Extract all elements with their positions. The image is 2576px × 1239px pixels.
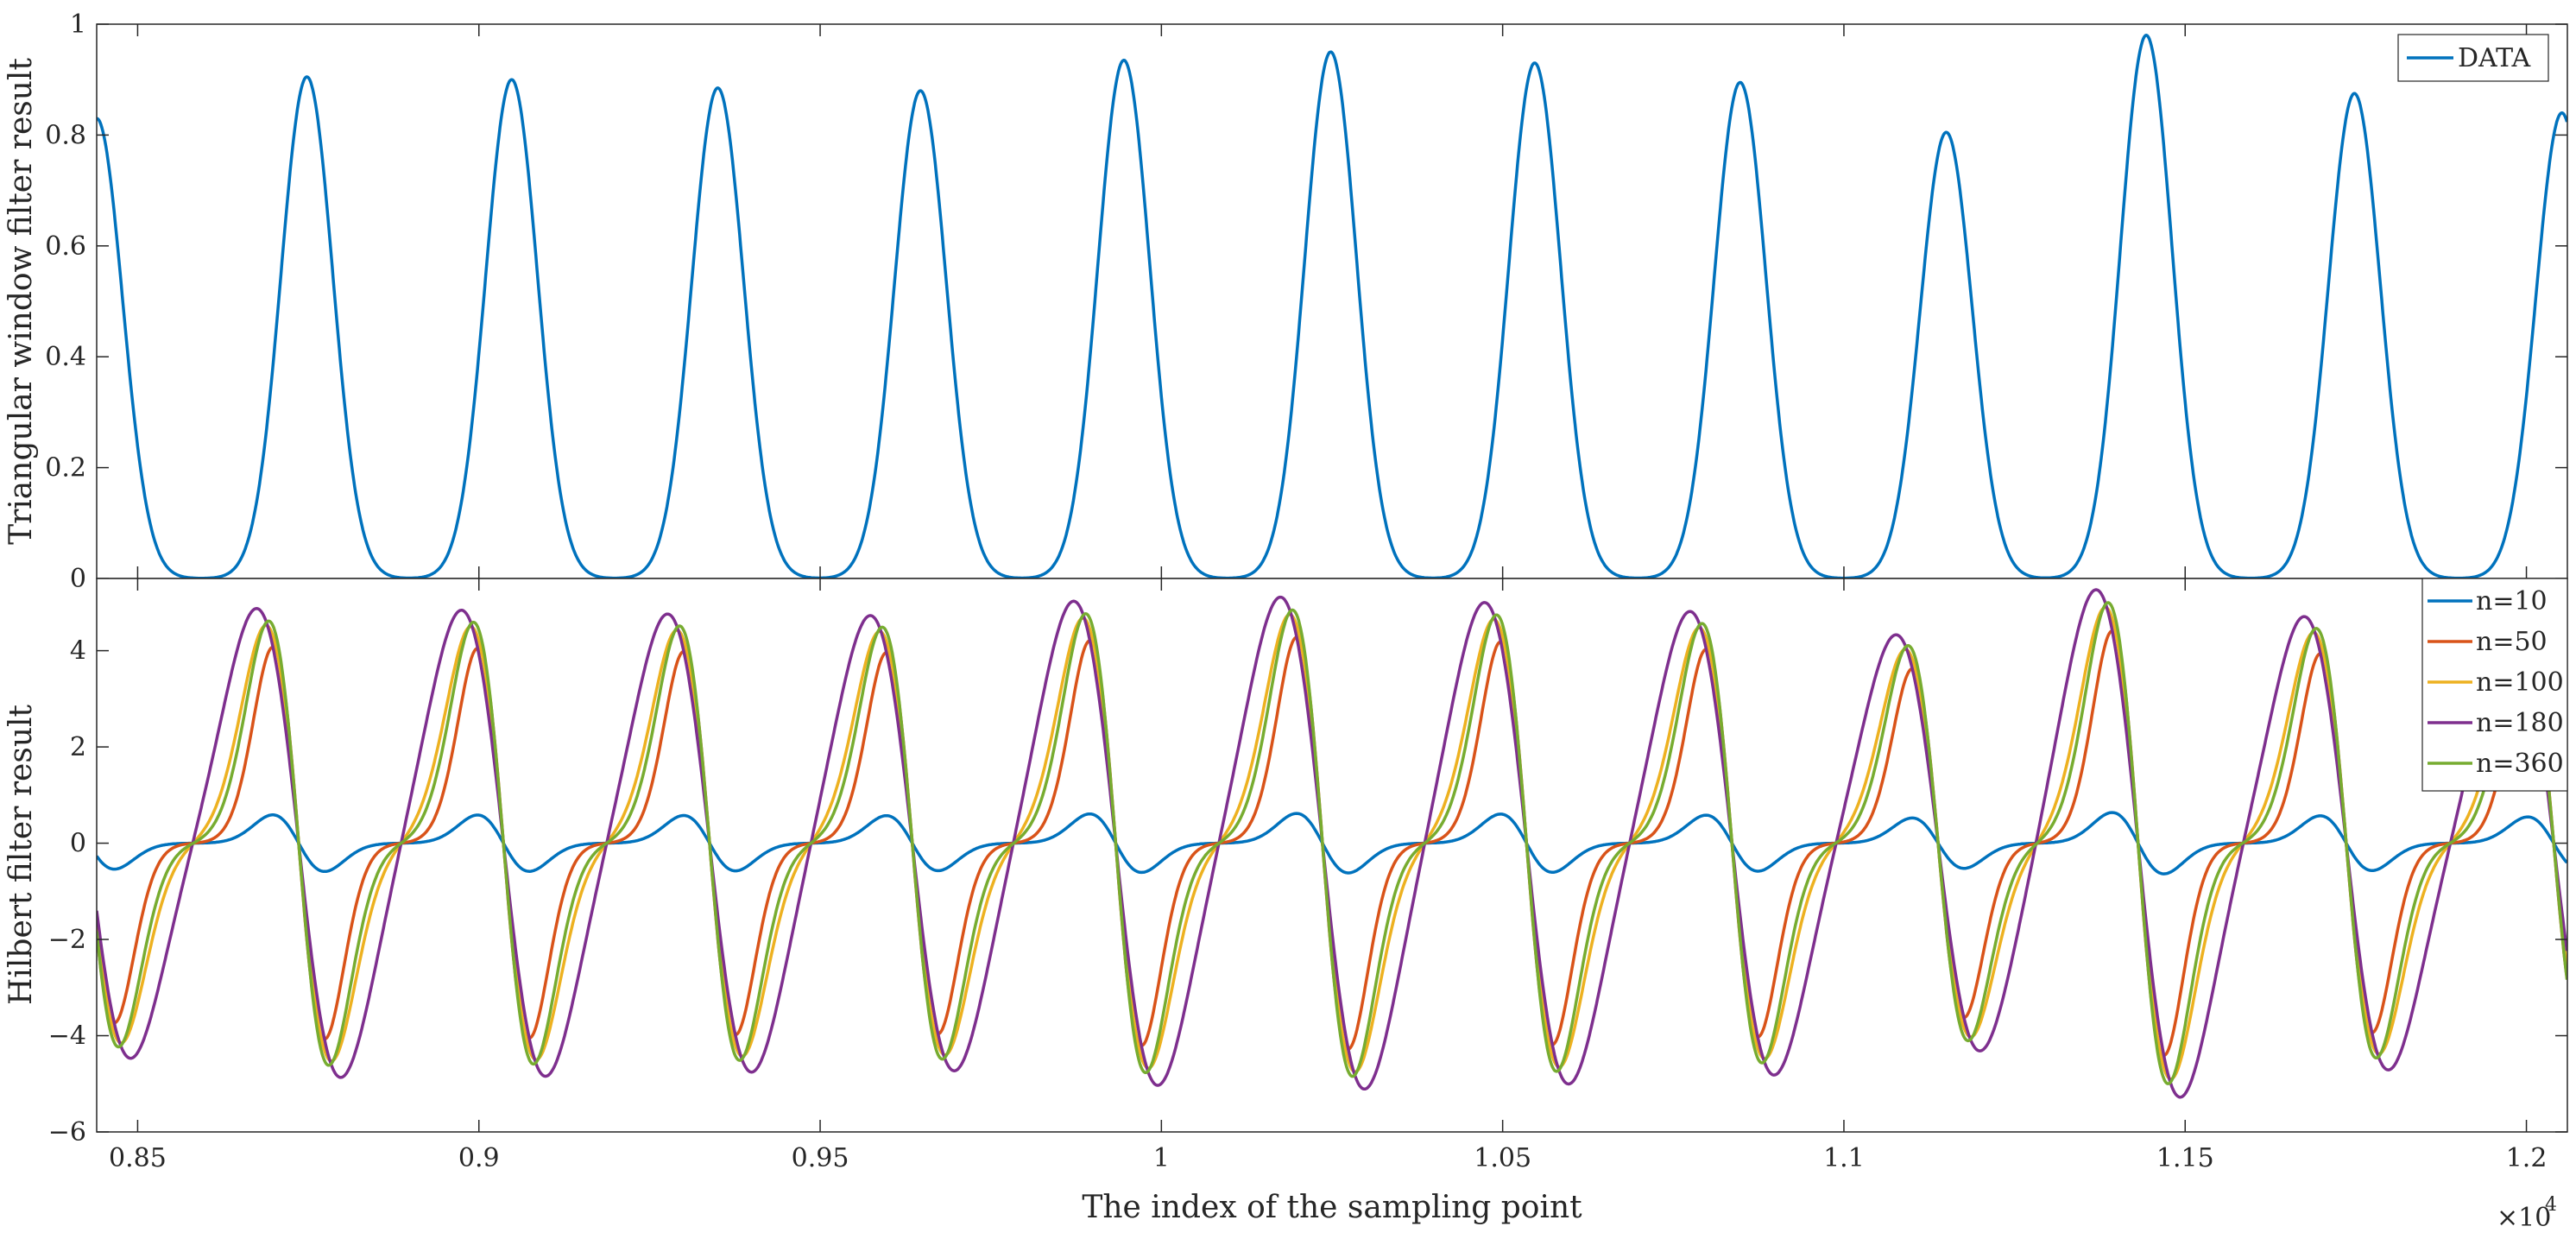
top-lines — [97, 34, 2567, 578]
bottom-chart: −6 −4 −2 0 2 4 0.85 0.9 0.95 1 1.05 1.1 1.15 1.2 Hilb… — [3, 578, 2568, 1233]
bottom-ytick-label: −2 — [48, 925, 86, 955]
top-ytick-label: 0.2 — [45, 453, 86, 484]
bottom-ylabel: Hilbert filter result — [3, 704, 39, 1005]
top-ytick-label: 0.6 — [45, 231, 86, 262]
bottom-legend-box — [2421, 578, 2568, 792]
top-ylabel: Triangular window filter result — [3, 58, 39, 545]
top-chart: 0 0.2 0.4 0.6 0.8 1 Triangular window filter … — [3, 9, 2568, 594]
top-ytick-label: 0 — [70, 564, 86, 594]
bottom-xtick-label: 1.2 — [2506, 1143, 2548, 1173]
x-multiplier-exponent: 4 — [2545, 1194, 2557, 1216]
legend-item-n10: n=10 — [2428, 586, 2548, 616]
bottom-xtick-label: 1.1 — [1823, 1143, 1865, 1173]
top-ticks: 0 0.2 0.4 0.6 0.8 1 — [45, 9, 2567, 594]
series-line-n360 — [97, 601, 2567, 1085]
bottom-xlabel: The index of the sampling point — [1082, 1190, 1582, 1225]
bottom-plot-area — [97, 578, 2567, 1132]
bottom-ytick-label: −6 — [48, 1117, 86, 1147]
legend-label-n100: n=100 — [2476, 667, 2564, 698]
bottom-ytick-label: 4 — [70, 636, 86, 667]
bottom-xtick-label: 0.95 — [792, 1143, 849, 1173]
top-legend: DATA — [2397, 34, 2549, 82]
x-multiplier-base: ×10 — [2497, 1203, 2551, 1233]
bottom-xtick-label: 0.85 — [109, 1143, 167, 1173]
legend-label-n180: n=180 — [2476, 708, 2564, 738]
legend-label-n50: n=50 — [2476, 627, 2548, 657]
bottom-ytick-label: −4 — [48, 1021, 86, 1052]
legend-item-n360: n=360 — [2428, 749, 2564, 779]
top-ytick-label: 0.4 — [45, 342, 86, 372]
top-plot-area — [97, 24, 2567, 578]
legend-label-n10: n=10 — [2476, 586, 2548, 616]
bottom-lines — [97, 588, 2567, 1099]
legend-label-n360: n=360 — [2476, 749, 2564, 779]
bottom-ticks: −6 −4 −2 0 2 4 0.85 0.9 0.95 1 1.05 1.1 1.15 1.2 — [48, 578, 2567, 1173]
legend-item-n100: n=100 — [2428, 667, 2564, 698]
bottom-ytick-label: 0 — [70, 829, 86, 859]
bottom-ytick-label: 2 — [70, 732, 86, 762]
legend-item-n180: n=180 — [2428, 708, 2564, 738]
bottom-legend: n=10 n=50 n=100 n=180 n=360 — [2421, 578, 2568, 792]
top-ytick-label: 1 — [70, 9, 86, 40]
legend-item-n50: n=50 — [2428, 627, 2548, 657]
series-line-n10 — [97, 811, 2567, 876]
top-ytick-label: 0.8 — [45, 120, 86, 150]
series-line-data — [97, 34, 2567, 578]
bottom-xtick-label: 1.15 — [2156, 1143, 2214, 1173]
legend-label-data: DATA — [2458, 43, 2530, 73]
bottom-plot-frame — [96, 578, 2568, 1133]
bottom-xtick-label: 1.05 — [1474, 1143, 1531, 1173]
bottom-xtick-label: 1 — [1153, 1143, 1170, 1173]
bottom-xtick-label: 0.9 — [458, 1143, 500, 1173]
x-multiplier: ×10 4 — [2497, 1194, 2557, 1233]
